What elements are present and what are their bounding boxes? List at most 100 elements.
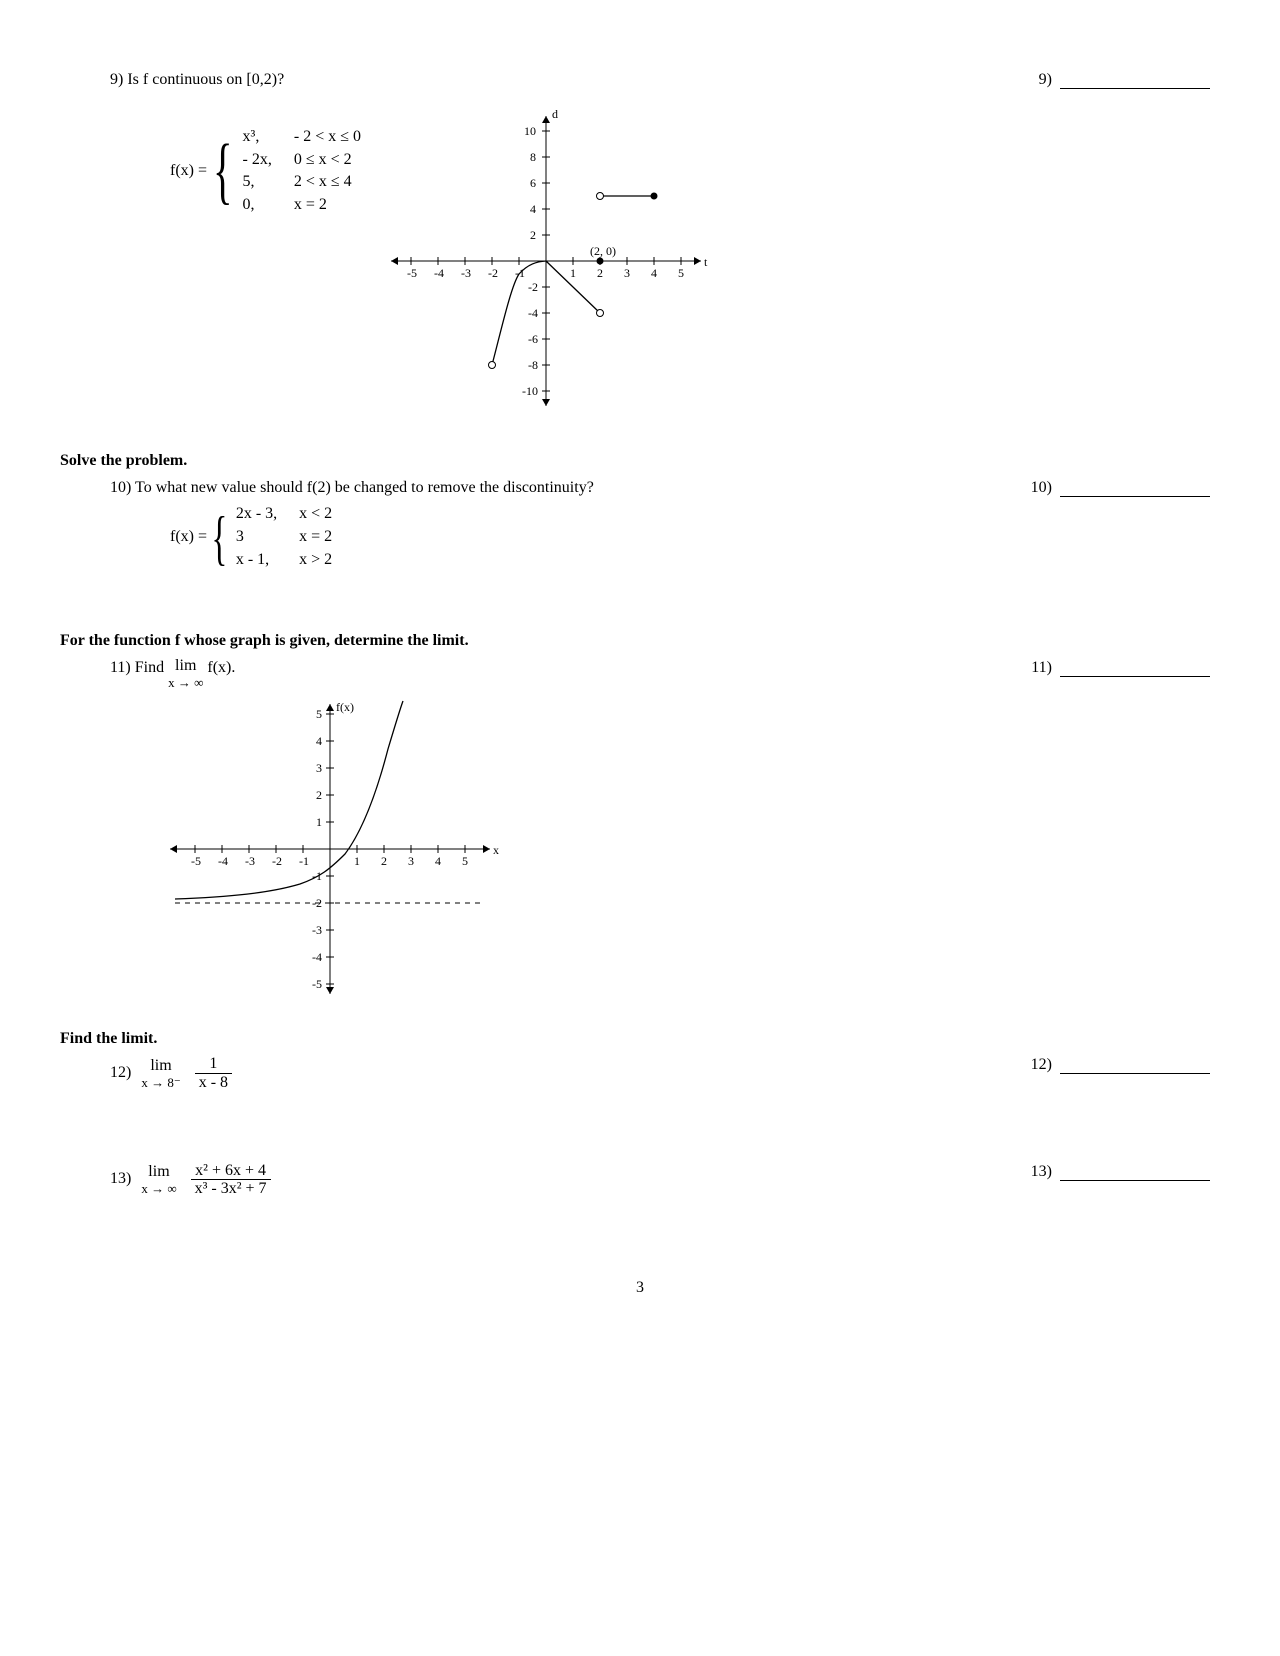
svg-text:2: 2 — [597, 266, 603, 280]
svg-text:8: 8 — [530, 150, 536, 164]
q10-answer-label: 10) — [1031, 478, 1052, 499]
svg-text:5: 5 — [462, 854, 468, 868]
svg-text:3: 3 — [624, 266, 630, 280]
denominator: x³ - 3x² + 7 — [191, 1180, 271, 1198]
q9-answer-slot: 9) — [1039, 70, 1220, 91]
page-number: 3 — [60, 1278, 1220, 1299]
question-11-row: 11) Find lim x → ∞ f(x). x f — [60, 658, 1220, 999]
q13-answer-label: 13) — [1031, 1162, 1052, 1183]
q11-answer-label: 11) — [1031, 658, 1052, 679]
q9-graph: t d -5-4-3-2-1 12345 108642 -2-4-6-8- — [381, 101, 711, 421]
q10-piecewise: f(x) = { 2x - 3,x < 2 3x = 2 x - 1,x > 2 — [110, 504, 594, 570]
case-cell: 5, — [243, 172, 272, 193]
section-solve-problem: Solve the problem. — [60, 451, 1220, 472]
case-cell: - 2 < x ≤ 0 — [294, 127, 361, 148]
answer-blank[interactable] — [1060, 70, 1210, 89]
q10-fx: f(x) = — [170, 527, 207, 548]
svg-text:-4: -4 — [218, 854, 228, 868]
case-cell: 2x - 3, — [236, 504, 277, 525]
svg-text:1: 1 — [570, 266, 576, 280]
q10-cases: 2x - 3,x < 2 3x = 2 x - 1,x > 2 — [236, 504, 332, 570]
q11-xaxis-label: x — [493, 843, 499, 857]
svg-text:-8: -8 — [528, 358, 538, 372]
question-9-row: 9) Is f continuous on [0,2)? f(x) = { x³… — [60, 70, 1220, 421]
q9-cases: x³,- 2 < x ≤ 0 - 2x,0 ≤ x < 2 5,2 < x ≤ … — [243, 127, 361, 216]
lim-word: lim — [150, 1058, 171, 1074]
q11-suffix: f(x). — [207, 658, 235, 679]
svg-text:6: 6 — [530, 176, 536, 190]
q12-fraction: 1 x - 8 — [195, 1055, 232, 1091]
case-cell: 3 — [236, 527, 277, 548]
section-limit-graph: For the function f whose graph is given,… — [60, 631, 1220, 652]
lim-sub: x → ∞ — [141, 1182, 176, 1195]
question-12-row: 12) lim x → 8⁻ 1 x - 8 12) — [60, 1055, 1220, 1091]
svg-text:-3: -3 — [461, 266, 471, 280]
q13-content: 13) lim x → ∞ x² + 6x + 4 x³ - 3x² + 7 — [60, 1162, 275, 1198]
q9-prompt: 9) Is f continuous on [0,2)? — [110, 70, 711, 91]
case-cell: - 2x, — [243, 150, 272, 171]
brace-icon: { — [211, 514, 227, 562]
numerator: x² + 6x + 4 — [191, 1162, 270, 1180]
q13-number: 13) — [110, 1169, 131, 1190]
answer-blank[interactable] — [1060, 658, 1210, 677]
q10-answer-slot: 10) — [1031, 478, 1220, 499]
lim-sub: x → 8⁻ — [141, 1076, 180, 1089]
q10-prompt: 10) To what new value should f(2) be cha… — [110, 478, 594, 499]
q10-content: 10) To what new value should f(2) be cha… — [60, 478, 594, 571]
svg-text:-2: -2 — [272, 854, 282, 868]
brace-icon: { — [213, 142, 233, 201]
q12-answer-label: 12) — [1031, 1055, 1052, 1076]
q10-text: To what new value should f(2) be changed… — [135, 479, 594, 496]
svg-text:-2: -2 — [528, 280, 538, 294]
section-find-limit: Find the limit. — [60, 1029, 1220, 1050]
svg-text:1: 1 — [354, 854, 360, 868]
q13-fraction: x² + 6x + 4 x³ - 3x² + 7 — [191, 1162, 271, 1198]
svg-text:5: 5 — [316, 707, 322, 721]
svg-text:4: 4 — [435, 854, 441, 868]
q9-answer-label: 9) — [1039, 70, 1052, 91]
svg-text:3: 3 — [408, 854, 414, 868]
q11-answer-slot: 11) — [1031, 658, 1220, 679]
svg-text:-4: -4 — [312, 950, 322, 964]
q12-number: 12) — [110, 1063, 131, 1084]
q10-number: 10) — [110, 479, 131, 496]
case-cell: 0 ≤ x < 2 — [294, 150, 361, 171]
q9-yaxis-label: d — [552, 107, 558, 121]
q9-text: Is f continuous on [0,2)? — [127, 71, 284, 88]
svg-text:10: 10 — [524, 124, 536, 138]
case-cell: x = 2 — [299, 527, 332, 548]
svg-text:-3: -3 — [312, 923, 322, 937]
svg-text:5: 5 — [678, 266, 684, 280]
case-cell: x - 1, — [236, 550, 277, 571]
q12-limit: lim x → 8⁻ — [141, 1058, 180, 1089]
svg-text:-6: -6 — [528, 332, 538, 346]
answer-blank[interactable] — [1060, 1162, 1210, 1181]
svg-text:-4: -4 — [528, 306, 538, 320]
case-cell: x = 2 — [294, 195, 361, 216]
q9-number: 9) — [110, 71, 123, 88]
question-10-row: 10) To what new value should f(2) be cha… — [60, 478, 1220, 571]
q11-prompt: 11) Find lim x → ∞ f(x). — [110, 658, 510, 689]
numerator: 1 — [205, 1055, 221, 1073]
q13-answer-slot: 13) — [1031, 1162, 1220, 1183]
q13-limit: lim x → ∞ — [141, 1164, 176, 1195]
case-cell: x > 2 — [299, 550, 332, 571]
q9-fx: f(x) = — [170, 161, 207, 182]
lim-word: lim — [175, 658, 196, 674]
lim-word: lim — [148, 1164, 169, 1180]
svg-text:2: 2 — [530, 228, 536, 242]
svg-text:4: 4 — [530, 202, 536, 216]
answer-blank[interactable] — [1060, 1055, 1210, 1074]
q11-graph: x f(x) -5-4-3-2-1 12345 54321 -1-2-3-4-5 — [150, 699, 510, 999]
svg-text:-1: -1 — [299, 854, 309, 868]
q11-limit: lim x → ∞ — [168, 658, 203, 689]
svg-text:-5: -5 — [407, 266, 417, 280]
q11-prefix: Find — [135, 658, 164, 679]
q11-number: 11) — [110, 658, 131, 679]
answer-blank[interactable] — [1060, 478, 1210, 497]
svg-text:4: 4 — [651, 266, 657, 280]
svg-text:2: 2 — [316, 788, 322, 802]
question-13-row: 13) lim x → ∞ x² + 6x + 4 x³ - 3x² + 7 1… — [60, 1162, 1220, 1198]
q11-yaxis-label: f(x) — [336, 700, 354, 714]
lim-sub: x → ∞ — [168, 676, 203, 689]
